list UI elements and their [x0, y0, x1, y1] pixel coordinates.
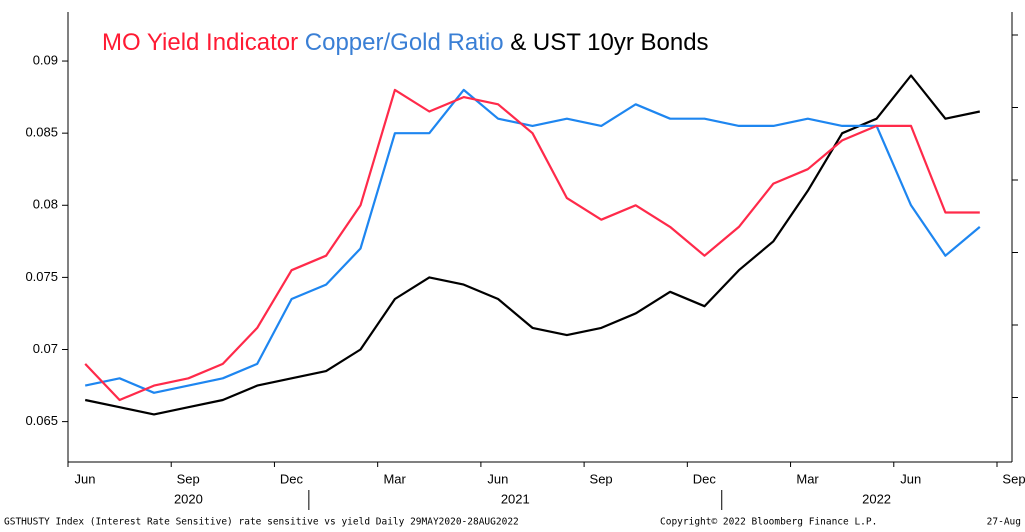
footer-date: 27-Aug	[987, 517, 1021, 528]
x-tick-label: Jun	[487, 471, 508, 486]
x-tick-label: Mar	[383, 471, 406, 486]
x-year-label: 2021	[501, 491, 530, 506]
y-tick-label: 0.07	[33, 341, 58, 356]
chart-title: MO Yield Indicator Copper/Gold Ratio & U…	[102, 29, 709, 56]
x-tick-label: Dec	[693, 471, 717, 486]
footer-source: GSTHUSTY Index (Interest Rate Sensitive)…	[4, 517, 519, 528]
title-part: MO Yield Indicator	[102, 29, 305, 56]
series-line	[84, 88, 980, 402]
series-line	[84, 74, 981, 416]
x-tick-label: Sep	[590, 471, 613, 486]
y-tick-label: 0.075	[25, 269, 58, 284]
x-tick-label: Sep	[177, 471, 200, 486]
y-tick-label: 0.08	[33, 197, 58, 212]
x-tick-label: Mar	[796, 471, 819, 486]
title-part: & UST 10yr Bonds	[510, 29, 708, 56]
x-year-label: 2022	[862, 491, 891, 506]
title-part: Copper/Gold Ratio	[305, 29, 510, 56]
x-tick-label: Jun	[900, 471, 921, 486]
x-tick-label: Dec	[280, 471, 304, 486]
x-year-label: 2020	[174, 491, 203, 506]
y-tick-label: 0.065	[25, 413, 58, 428]
y-tick-label: 0.085	[25, 125, 58, 140]
x-tick-label: Jun	[75, 471, 96, 486]
y-tick-label: 0.09	[33, 52, 58, 67]
footer-copyright: Copyright© 2022 Bloomberg Finance L.P.	[660, 517, 877, 528]
x-tick-label: Sep	[1002, 471, 1025, 486]
series-line	[84, 88, 981, 394]
